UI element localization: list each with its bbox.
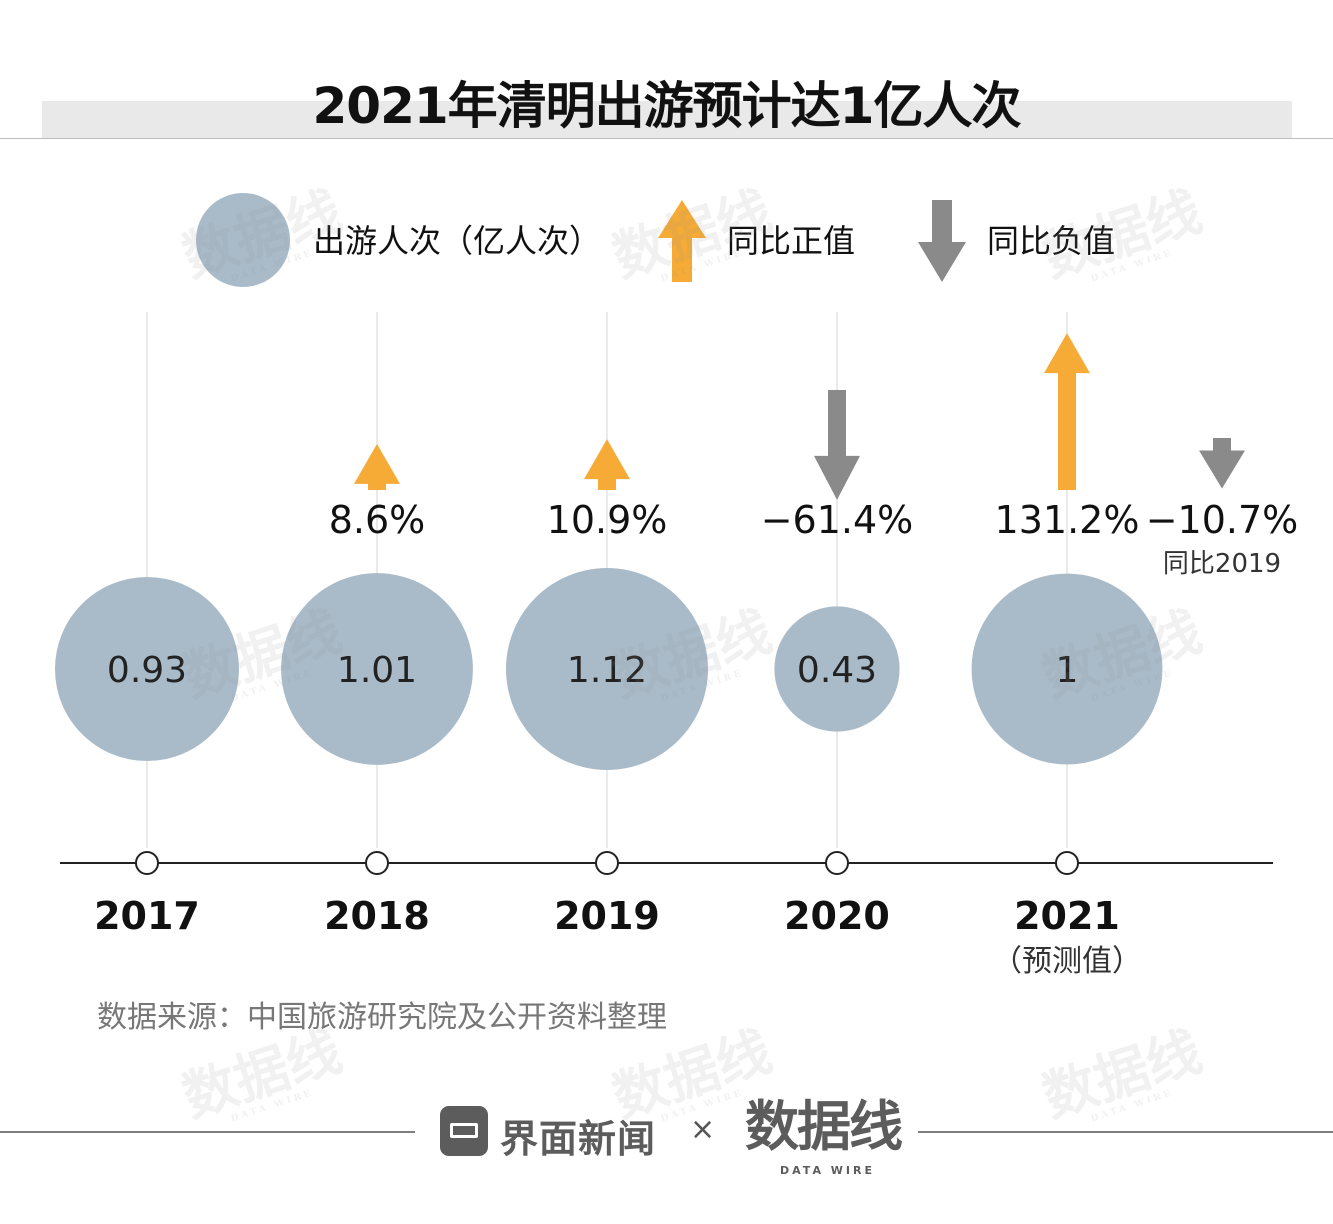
footer-partner-sub: DATA WIRE: [780, 1164, 875, 1177]
footer-brand: 界面新闻: [500, 1117, 657, 1161]
yoy-label-2020: −61.4%: [761, 498, 914, 542]
legend-label-bubble: 出游人次（亿人次）: [313, 222, 601, 260]
footer-rule-left: [0, 1131, 415, 1133]
yoy-label-2018: 8.6%: [329, 498, 426, 542]
axis-marker-2019: [595, 851, 619, 875]
arrow-down-2020: [814, 390, 860, 500]
yoy-note-vs2019: 同比2019: [1163, 549, 1281, 579]
footer-rule-right: [918, 1131, 1333, 1133]
arrow-down-vs2019: [1199, 438, 1245, 489]
footer-times: ×: [690, 1112, 716, 1147]
yoy-label-2019: 10.9%: [547, 498, 668, 542]
axis-marker-2018: [365, 851, 389, 875]
bubble-2018: [281, 573, 473, 765]
bubble-2019: [506, 568, 708, 770]
year-label-2020: 2020: [784, 894, 890, 938]
axis-marker-2017: [135, 851, 159, 875]
bubble-label-2017: 0.93: [107, 650, 187, 691]
circle-icon: [196, 193, 290, 287]
legend-label-up: 同比正值: [727, 222, 855, 260]
arrow-up-2021: [1044, 333, 1090, 490]
legend-label-down: 同比负值: [987, 222, 1115, 260]
jiemian-logo-icon: [440, 1106, 488, 1156]
bubble-label-2021: 1: [1056, 650, 1079, 691]
yoy-label-2021: 131.2%: [995, 498, 1140, 542]
title-band: [42, 101, 1292, 139]
bubble-2021: [971, 573, 1163, 765]
arrow-down-icon: [918, 200, 966, 282]
title-rule: [0, 138, 1333, 139]
year-label-2021: 2021: [1014, 894, 1120, 938]
yoy-label-vs2019: −10.7%: [1146, 498, 1299, 542]
year-label-2018: 2018: [324, 894, 430, 938]
chart-title: 2021年清明出游预计达1亿人次: [312, 77, 1022, 135]
year-label-2019: 2019: [554, 894, 660, 938]
axis-marker-2021: [1055, 851, 1079, 875]
bubble-label-2020: 0.43: [797, 650, 877, 691]
bubble-label-2018: 1.01: [337, 650, 417, 691]
bubble-2017: [55, 577, 239, 761]
year-label-2017: 2017: [94, 894, 200, 938]
year-note-2021: （预测值）: [992, 944, 1142, 979]
arrow-up-icon: [658, 200, 706, 282]
footer-partner-logo: 数据线: [745, 1094, 903, 1158]
axis-marker-2020: [825, 851, 849, 875]
source-note: 数据来源：中国旅游研究院及公开资料整理: [97, 1000, 667, 1035]
bubble-2020: [774, 606, 900, 732]
arrow-up-2018: [354, 443, 400, 490]
arrow-up-2019: [584, 439, 630, 490]
bubble-label-2019: 1.12: [567, 650, 647, 691]
